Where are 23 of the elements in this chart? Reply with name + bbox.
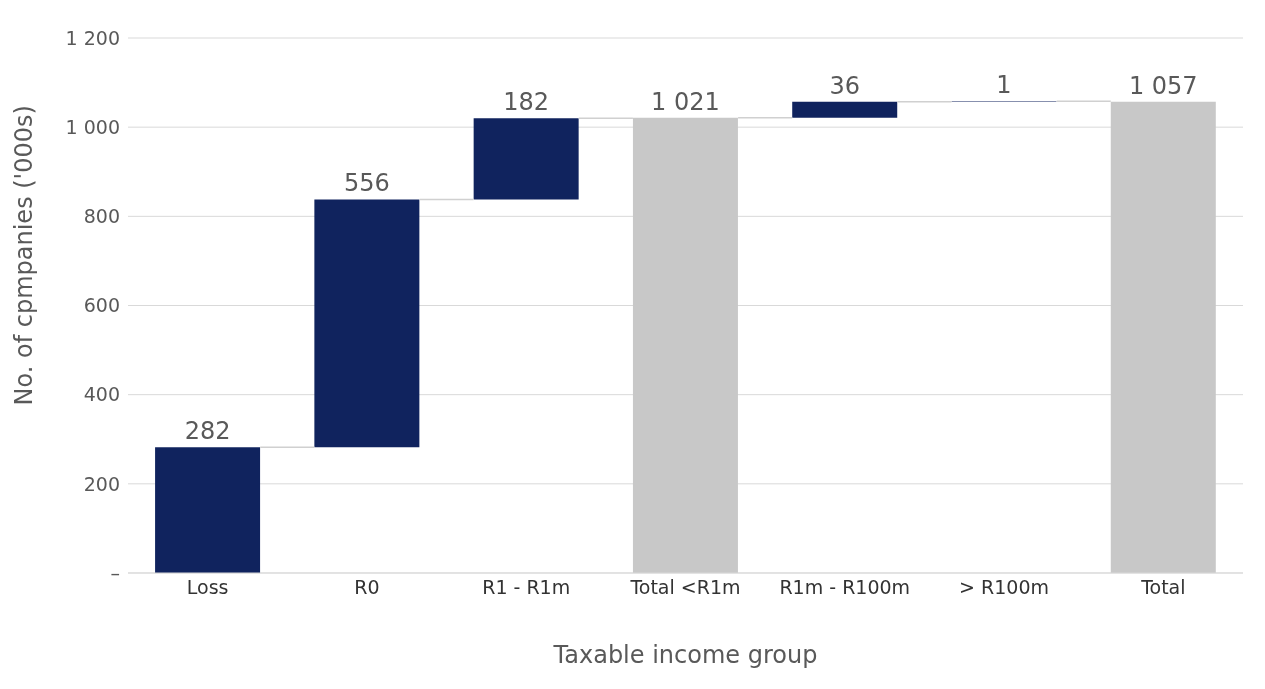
data-label: 1 bbox=[996, 71, 1012, 100]
y-tick-label: 200 bbox=[83, 472, 120, 495]
y-tick-label: – bbox=[110, 561, 120, 584]
x-tick-label: R1m - R100m bbox=[779, 576, 911, 599]
x-tick-label: Total <R1m bbox=[629, 576, 741, 599]
y-tick-label: 600 bbox=[83, 294, 120, 317]
x-tick-label: Loss bbox=[186, 576, 229, 599]
y-tick-label: 1 200 bbox=[65, 26, 120, 49]
y-tick-label: 400 bbox=[83, 383, 120, 406]
data-label: 282 bbox=[184, 417, 231, 446]
y-tick-label: 800 bbox=[83, 205, 120, 228]
data-label: 1 021 bbox=[651, 87, 720, 116]
data-label: 1 057 bbox=[1128, 71, 1198, 100]
y-tick-label: 1 000 bbox=[65, 115, 120, 138]
data-label: 182 bbox=[503, 88, 550, 117]
x-tick-label: Total bbox=[1140, 576, 1186, 599]
data-label: 556 bbox=[343, 169, 390, 198]
x-axis-title: Taxable income group bbox=[552, 641, 818, 669]
x-tick-label: R0 bbox=[354, 576, 380, 599]
y-axis-title: No. of cpmpanies ('000s) bbox=[9, 105, 38, 406]
x-tick-label: R1 - R1m bbox=[482, 576, 571, 599]
data-label: 36 bbox=[829, 71, 860, 100]
x-tick-label: > R100m bbox=[959, 576, 1050, 599]
